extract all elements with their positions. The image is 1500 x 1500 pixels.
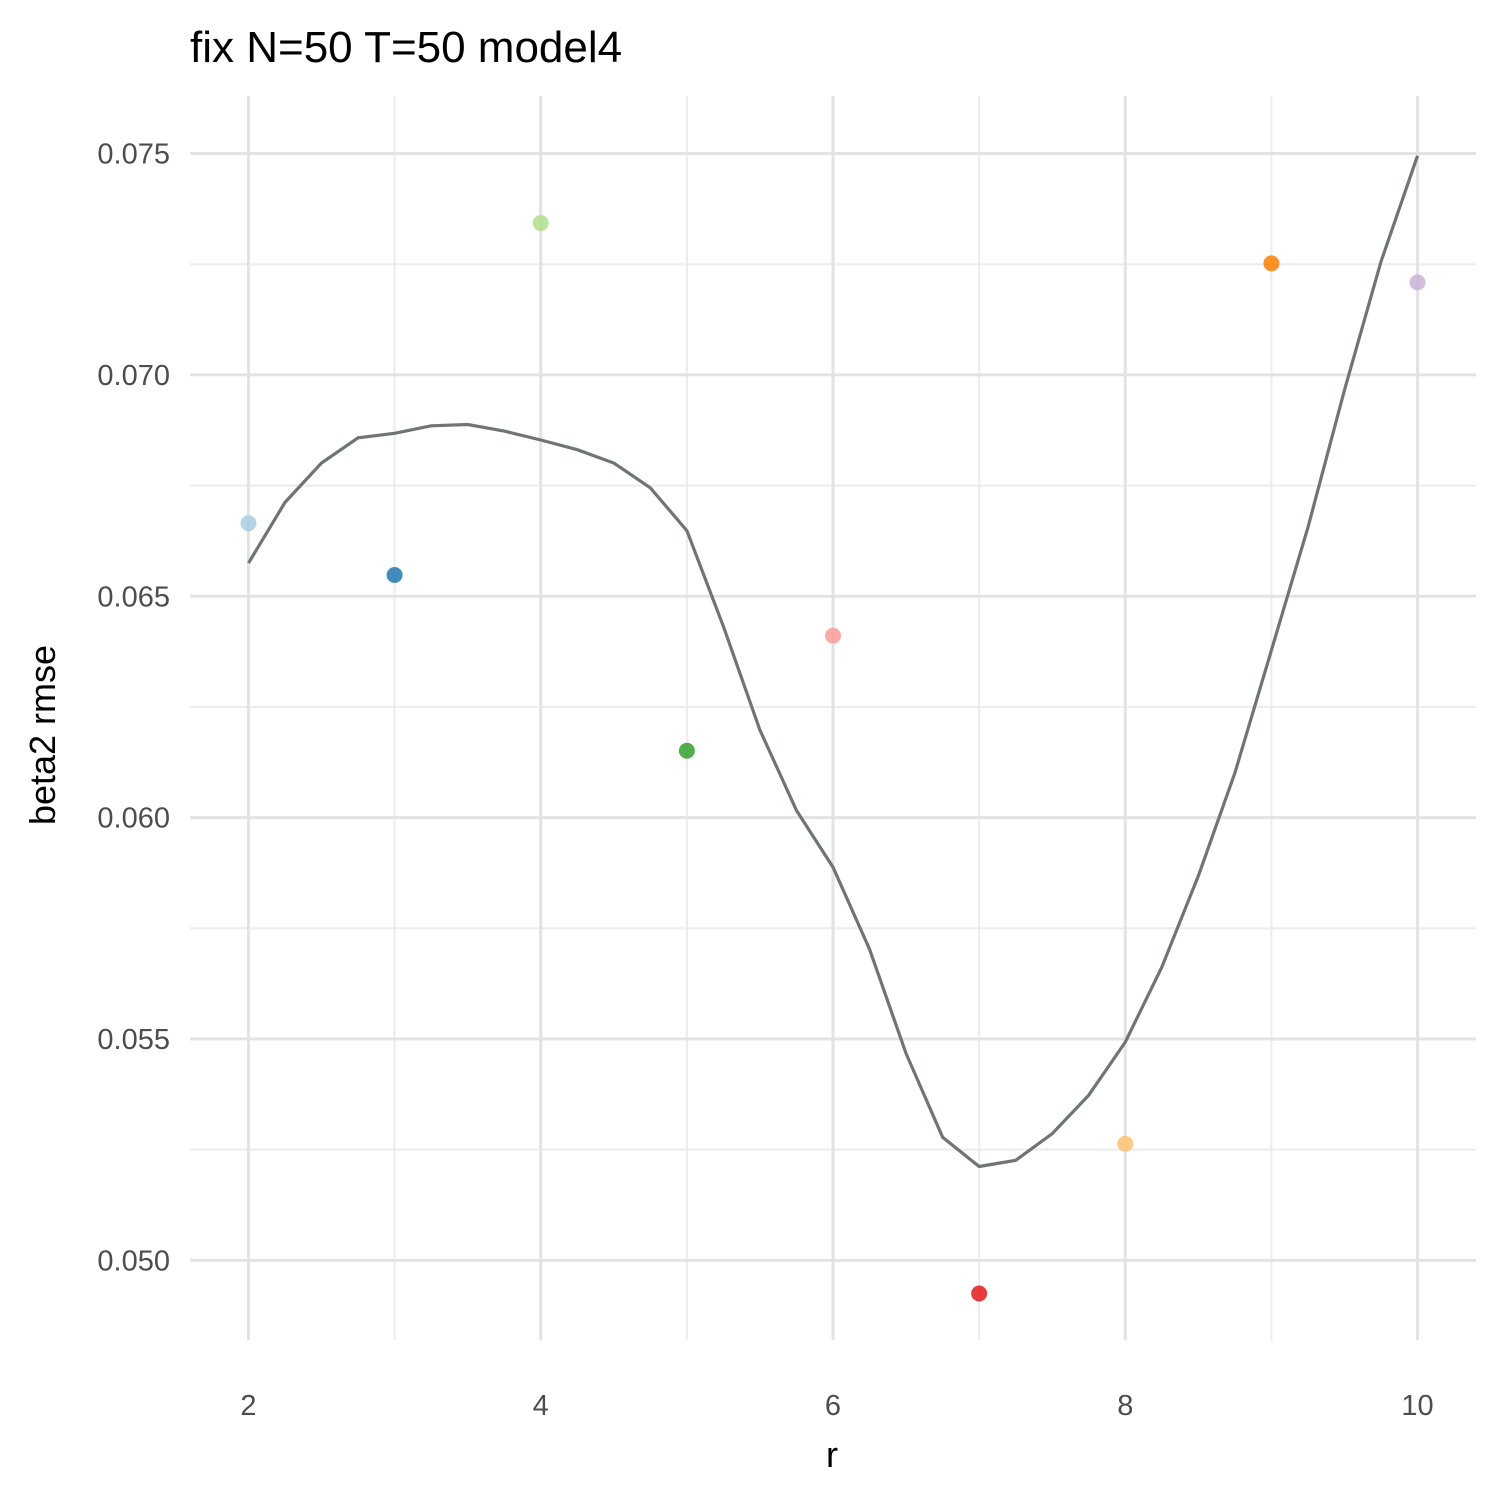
grid xyxy=(190,96,1476,1340)
data-point xyxy=(1117,1135,1134,1152)
data-point xyxy=(386,567,403,584)
data-point xyxy=(240,515,257,532)
x-tick-label: 6 xyxy=(825,1390,841,1422)
x-tick-label: 10 xyxy=(1401,1390,1433,1422)
y-tick-label: 0.060 xyxy=(97,803,170,835)
data-point xyxy=(1263,255,1280,272)
y-tick-label: 0.070 xyxy=(97,360,170,392)
x-tick-label: 8 xyxy=(1117,1390,1133,1422)
smooth-line xyxy=(247,155,1420,1169)
data-point xyxy=(532,215,549,232)
y-tick-labels: 0.050 0.055 0.060 0.065 0.070 0.075 xyxy=(97,139,170,1278)
data-point xyxy=(678,742,695,759)
x-tick-label: 4 xyxy=(533,1390,549,1422)
y-axis-label: beta2 rmse xyxy=(22,645,63,825)
data-point xyxy=(825,627,841,644)
x-tick-labels: 2 4 6 8 10 xyxy=(240,1390,1433,1422)
data-point xyxy=(1409,274,1426,291)
y-tick-label: 0.065 xyxy=(97,581,170,613)
data-point xyxy=(971,1285,988,1302)
data-points xyxy=(240,215,1426,1302)
y-tick-label: 0.075 xyxy=(97,139,170,171)
y-tick-label: 0.050 xyxy=(97,1245,170,1277)
y-tick-label: 0.055 xyxy=(97,1024,170,1056)
chart-title: fix N=50 T=50 model4 xyxy=(190,23,622,72)
x-axis-label: r xyxy=(826,1434,838,1475)
x-tick-label: 2 xyxy=(240,1390,256,1422)
